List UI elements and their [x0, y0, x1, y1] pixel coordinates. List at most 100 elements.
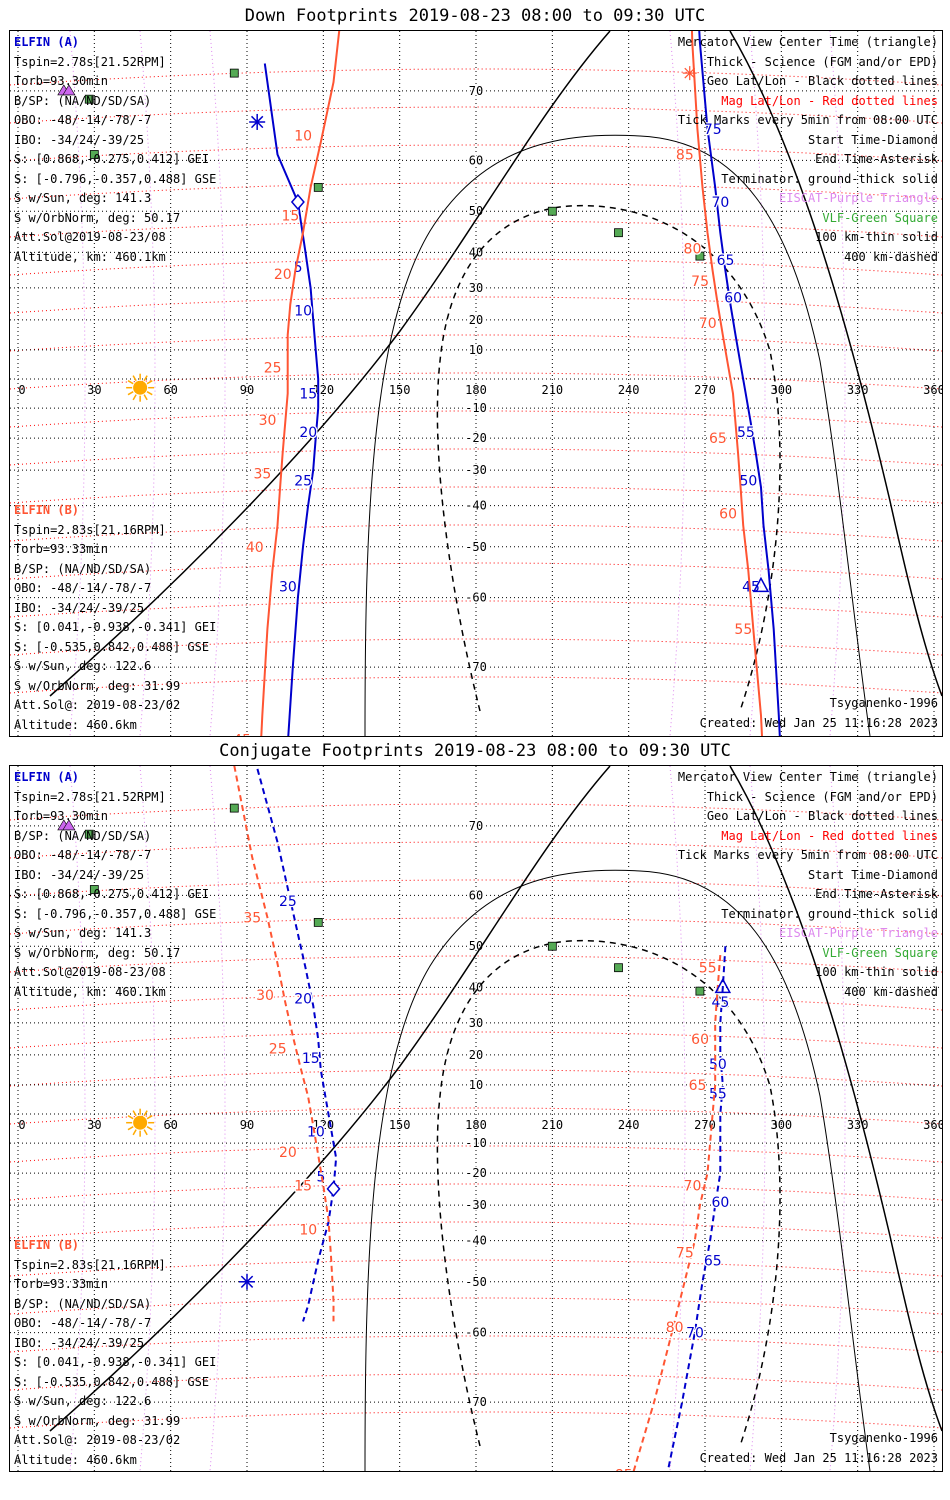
vlf-station-square	[614, 228, 623, 238]
conjugate-footprints-title: Conjugate Footprints 2019-08-23 08:00 to…	[219, 741, 731, 761]
mag-latitude-line	[10, 676, 942, 694]
terminator-ground-line	[49, 766, 611, 1432]
end-time-asterisk	[240, 1275, 254, 1288]
elfin-b-line: S w/OrbNorm, deg: 31.99	[14, 678, 181, 693]
start-time-diamond	[326, 1180, 341, 1197]
x-tick-label: 180	[465, 383, 487, 397]
elfin-b-info: ELFIN (B) Tspin=2.83s[21.16RPM] Torb=93.…	[14, 1236, 216, 1470]
mag-latitude-line	[10, 448, 942, 466]
mag-meridian-line	[829, 31, 846, 736]
conjugate-footprints-plot: 0306090120150180210240270300330360706050…	[10, 766, 942, 1471]
terminator-100km-line	[364, 134, 871, 736]
legend: Mercator View Center Time (triangle) Thi…	[678, 33, 938, 267]
tick-mark-label: 75	[704, 122, 722, 138]
tick-mark-label: 50	[740, 473, 758, 489]
tick-mark-label: 85	[615, 1468, 633, 1471]
elfin-b-line: IBO: -34/24/-39/25	[14, 600, 145, 615]
x-tick-label: 330	[847, 1118, 869, 1132]
tick-mark-label: 80	[684, 242, 702, 258]
created-label: Created: Wed Jan 25 11:16:28 2023	[699, 715, 938, 730]
mag-latitude-line	[10, 1297, 942, 1315]
sun-ray	[146, 1115, 153, 1120]
footprint-track	[263, 63, 320, 736]
terminator-400km-line	[436, 204, 781, 712]
elfin-a-info: ELFIN (A) Tspin=2.78s[21.52RPM] Torb=93.…	[14, 33, 216, 267]
mag-latitude-line	[10, 524, 942, 542]
footprint-track	[255, 766, 338, 1322]
mag-latitude-line	[10, 955, 942, 973]
elfin-a-line: B/SP: (NA/ND/SD/SA)	[14, 828, 152, 843]
elfin-b-line: S w/Sun, deg: 122.6	[14, 659, 152, 673]
mag-latitude-line	[10, 144, 942, 162]
vlf-station-square	[547, 206, 557, 216]
x-tick-label: 150	[389, 1118, 411, 1132]
legend-entry: Thick - Science (FGM and/or EPD)	[706, 789, 938, 804]
terminator-100km-line	[364, 869, 871, 1471]
elfin-b-line: IBO: -34/24/-39/25	[14, 1335, 145, 1350]
sun-ray	[132, 394, 137, 401]
mag-meridian-line	[209, 766, 226, 1471]
elfin-a-line: S: [-0.796,-0.357,0.488] GSE	[14, 171, 217, 186]
sun-ray	[132, 1129, 137, 1136]
tick-mark-label: 25	[264, 360, 282, 376]
y-tick-label: 60	[469, 153, 483, 167]
sun-ray	[143, 375, 148, 382]
legend-entry: Geo Lat/Lon - Black dotted lines	[706, 74, 938, 88]
y-tick-label: -30	[465, 463, 487, 477]
tick-mark-label: 55	[709, 1087, 727, 1103]
mag-latitude-line	[10, 1221, 942, 1239]
y-tick-label: -20	[465, 431, 487, 445]
mag-latitude-line	[10, 1069, 942, 1087]
mag-latitude-line	[10, 1107, 942, 1125]
sun-ray	[127, 1115, 134, 1120]
elfin-b-line: S: [-0.535,0.842,0.488] GSE	[14, 1374, 210, 1389]
vlf-station-square	[695, 251, 705, 261]
tick-mark-label: 20	[274, 267, 292, 283]
elfin-a-line: OBO: -48/-14/-78/-7	[14, 848, 152, 862]
elfin-b-line: OBO: -48/-14/-78/-7	[14, 1316, 152, 1330]
elfin-a-line: Torb=93.30min	[14, 809, 108, 823]
legend-entry: VLF-Green Square	[822, 945, 938, 960]
mag-latitude-line	[10, 182, 942, 200]
legend-entry: EISCAT-Purple Triangle	[779, 926, 938, 940]
legend-entry: Terminator: ground-thick solid	[721, 171, 938, 186]
tick-mark-label: 65	[689, 1078, 707, 1094]
y-tick-label: 70	[469, 819, 483, 833]
x-tick-label: 210	[541, 1118, 563, 1132]
y-tick-label: 10	[469, 343, 483, 357]
x-tick-label: 30	[87, 1118, 101, 1132]
sun-ray	[127, 380, 134, 385]
elfin-b-line: B/SP: (NA/ND/SD/SA)	[14, 1296, 152, 1311]
elfin-a-line: S: [0.868,-0.275,0.412] GEI	[14, 887, 210, 901]
tick-mark-label: 10	[307, 1124, 325, 1140]
y-tick-label: -10	[465, 401, 487, 415]
x-tick-label: 60	[163, 1118, 177, 1132]
elfin-b-info: ELFIN (B) Tspin=2.83s[21.16RPM] Torb=93.…	[14, 501, 216, 735]
footprint-track	[698, 31, 781, 736]
footer: Tsyganenko-1996 Created: Wed Jan 25 11:1…	[700, 694, 938, 733]
center-time-triangle	[752, 576, 770, 593]
start-time-diamond	[290, 193, 305, 211]
legend-entry: Start Time-Diamond	[807, 867, 938, 882]
vlf-station-square	[89, 150, 99, 159]
mag-latitude-line	[10, 993, 942, 1011]
footprint-track	[666, 946, 727, 1471]
tick-mark-label: 40	[246, 540, 264, 556]
legend: Mercator View Center Time (triangle) Thi…	[678, 768, 938, 1002]
elfin-a-line: Tspin=2.78s[21.52RPM]	[14, 54, 166, 69]
y-tick-label: -10	[465, 1136, 487, 1150]
elfin-b-line: Altitude: 460.6km	[14, 1452, 137, 1467]
center-time-triangle	[714, 977, 732, 994]
elfin-a-info: ELFIN (A) Tspin=2.78s[21.52RPM] Torb=93.…	[14, 768, 216, 1002]
mag-meridian-line	[749, 31, 766, 736]
elfin-b-line: Altitude: 460.6km	[14, 717, 137, 732]
tick-mark-label: 60	[719, 506, 737, 522]
elfin-b-line: Tspin=2.83s[21.16RPM]	[14, 522, 166, 537]
tick-mark-label: 70	[712, 195, 730, 211]
tick-mark-label: 75	[691, 274, 709, 290]
terminator-400km-line	[436, 939, 781, 1447]
elfin-a-header: ELFIN (A)	[14, 35, 80, 49]
vlf-station-square	[547, 941, 557, 951]
legend-entry: Mag Lat/Lon - Red dotted lines	[721, 828, 938, 843]
vlf-station-square	[695, 986, 705, 996]
